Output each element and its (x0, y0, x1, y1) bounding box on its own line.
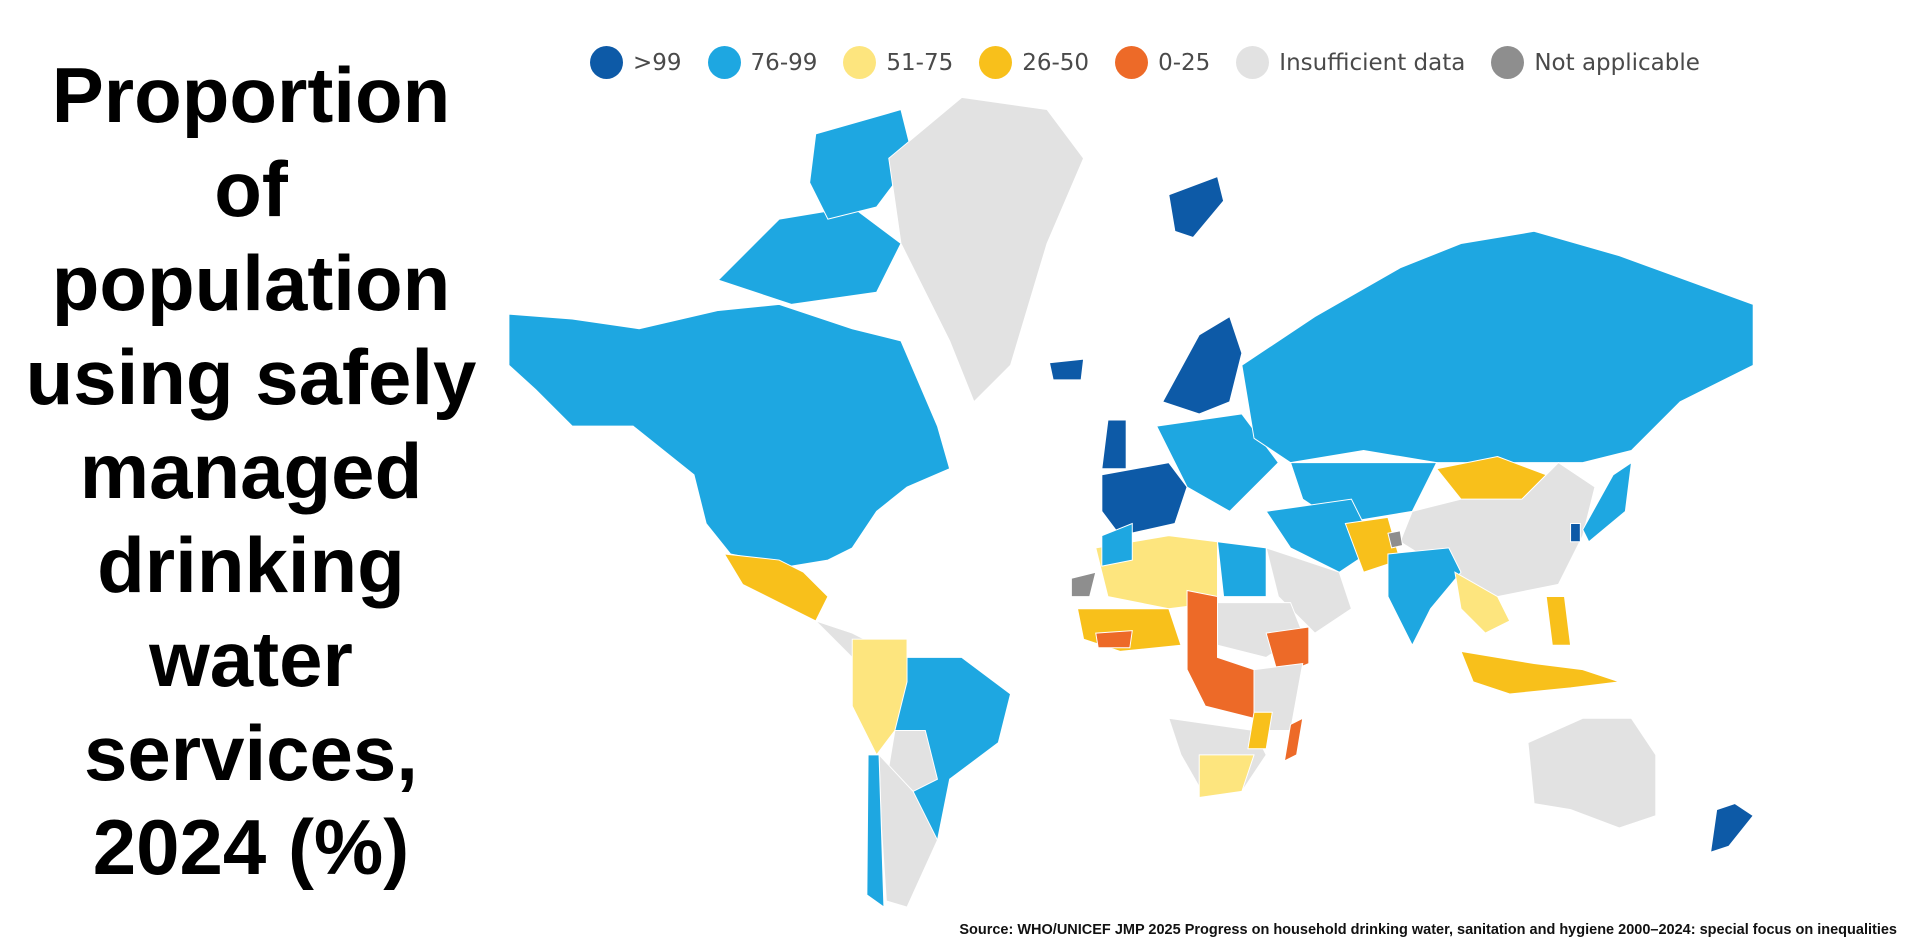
country-region (1570, 523, 1581, 543)
country-region (1095, 630, 1133, 649)
legend-item: 0-25 (1115, 46, 1210, 79)
source-note: Source: WHO/UNICEF JMP 2025 Progress on … (959, 922, 1897, 938)
country-region (809, 108, 914, 220)
legend-swatch (1491, 46, 1525, 79)
country-region (1101, 462, 1188, 537)
country-region (1454, 571, 1511, 634)
country-region (1168, 175, 1225, 238)
country-region (866, 754, 885, 909)
title: Proportion of population using safely ma… (25, 51, 477, 891)
country-region (888, 730, 939, 792)
country-region (1265, 547, 1353, 634)
country-region (1527, 717, 1657, 829)
country-region (1545, 596, 1572, 646)
legend-swatch (707, 46, 741, 79)
country-region (508, 303, 951, 567)
legend-label: Insufficient data (1279, 49, 1466, 76)
legend-item: 26-50 (979, 46, 1089, 79)
country-region (1162, 315, 1243, 415)
country-region (1460, 650, 1620, 695)
country-region (1101, 522, 1133, 567)
country-region (1241, 230, 1754, 464)
country-region (1247, 711, 1273, 750)
legend-label: 51-75 (886, 49, 954, 76)
country-region (1387, 530, 1404, 549)
country-region (1216, 541, 1267, 598)
legend-item: >99 (590, 46, 682, 79)
country-region (1387, 547, 1462, 647)
country-region (1709, 803, 1754, 853)
country-region (1582, 461, 1633, 543)
legend-item: 51-75 (843, 46, 953, 79)
legend-label: 26-50 (1022, 49, 1090, 76)
country-region (888, 96, 1085, 403)
country-region (1198, 754, 1255, 799)
legend-label: 76-99 (750, 49, 818, 76)
legend-swatch (1115, 46, 1149, 79)
country-region (1070, 571, 1097, 598)
country-region (1283, 717, 1304, 762)
legend-item: 76-99 (707, 46, 818, 79)
country-region (1101, 419, 1127, 470)
country-region (1265, 498, 1377, 573)
legend-swatch (843, 46, 877, 79)
legend-item: Not applicable (1491, 46, 1700, 79)
legend-swatch (590, 46, 623, 79)
country-region (717, 206, 902, 305)
country-region (723, 553, 829, 622)
legend-swatch (979, 46, 1013, 79)
legend-item: Insufficient data (1236, 46, 1465, 79)
legend-label: >99 (633, 49, 682, 76)
legend: >99 76-99 51-75 26-50 0-25 Insufficient data N… (590, 46, 1700, 79)
legend-swatch (1236, 46, 1270, 79)
legend-label: 0-25 (1158, 49, 1211, 76)
country-region (1265, 626, 1310, 677)
legend-label: Not applicable (1534, 49, 1700, 76)
country-region (1155, 413, 1280, 512)
country-region (1048, 358, 1085, 381)
